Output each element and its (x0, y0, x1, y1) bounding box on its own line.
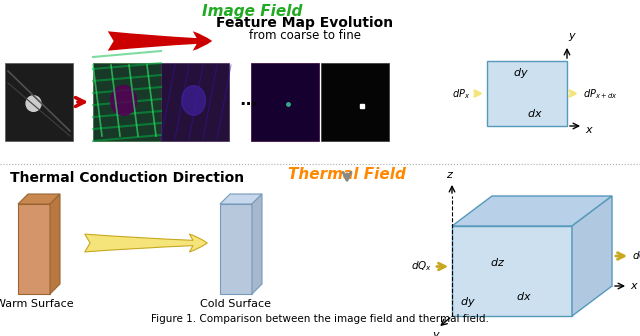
Text: Image Field: Image Field (202, 4, 302, 19)
Bar (487, 61, 567, 126)
Text: Figure 1. Comparison between the image field and thermal field.: Figure 1. Comparison between the image f… (151, 314, 489, 324)
Polygon shape (452, 196, 612, 226)
Polygon shape (252, 194, 262, 294)
Bar (321, 63, 389, 141)
Polygon shape (220, 204, 252, 294)
Text: $dx$: $dx$ (516, 290, 532, 302)
Text: $z$: $z$ (446, 170, 454, 180)
Text: $y$: $y$ (431, 330, 440, 336)
Ellipse shape (182, 86, 205, 115)
Text: Cold Surface: Cold Surface (200, 299, 271, 309)
Text: $dP_x$: $dP_x$ (452, 88, 470, 101)
Bar (251, 63, 319, 141)
Bar (5, 63, 73, 141)
Text: $dx$: $dx$ (527, 107, 543, 119)
Polygon shape (220, 194, 262, 204)
Polygon shape (452, 226, 572, 316)
Text: from coarse to fine: from coarse to fine (249, 29, 361, 42)
Text: $dy$: $dy$ (460, 295, 476, 309)
Text: $dQ_x$: $dQ_x$ (411, 260, 432, 274)
Polygon shape (18, 194, 60, 204)
Text: $x$: $x$ (630, 281, 639, 291)
Polygon shape (50, 194, 60, 294)
Text: ...: ... (239, 91, 258, 110)
Text: $dz$: $dz$ (490, 256, 505, 268)
Polygon shape (572, 196, 612, 316)
Polygon shape (18, 204, 50, 294)
Bar (93, 63, 161, 141)
Text: $y$: $y$ (568, 31, 577, 43)
Ellipse shape (26, 96, 41, 111)
Text: $x$: $x$ (585, 125, 594, 135)
Text: Thermal Conduction Direction: Thermal Conduction Direction (10, 171, 244, 185)
Text: $dQ_{x+dx}$: $dQ_{x+dx}$ (632, 249, 640, 263)
Ellipse shape (111, 86, 136, 115)
Text: Warm Surface: Warm Surface (0, 299, 74, 309)
Text: Feature Map Evolution: Feature Map Evolution (216, 16, 394, 30)
Text: $dP_{x+dx}$: $dP_{x+dx}$ (583, 88, 618, 101)
Bar (161, 63, 229, 141)
Text: Thermal Field: Thermal Field (288, 167, 406, 182)
Text: $dy$: $dy$ (513, 66, 529, 80)
